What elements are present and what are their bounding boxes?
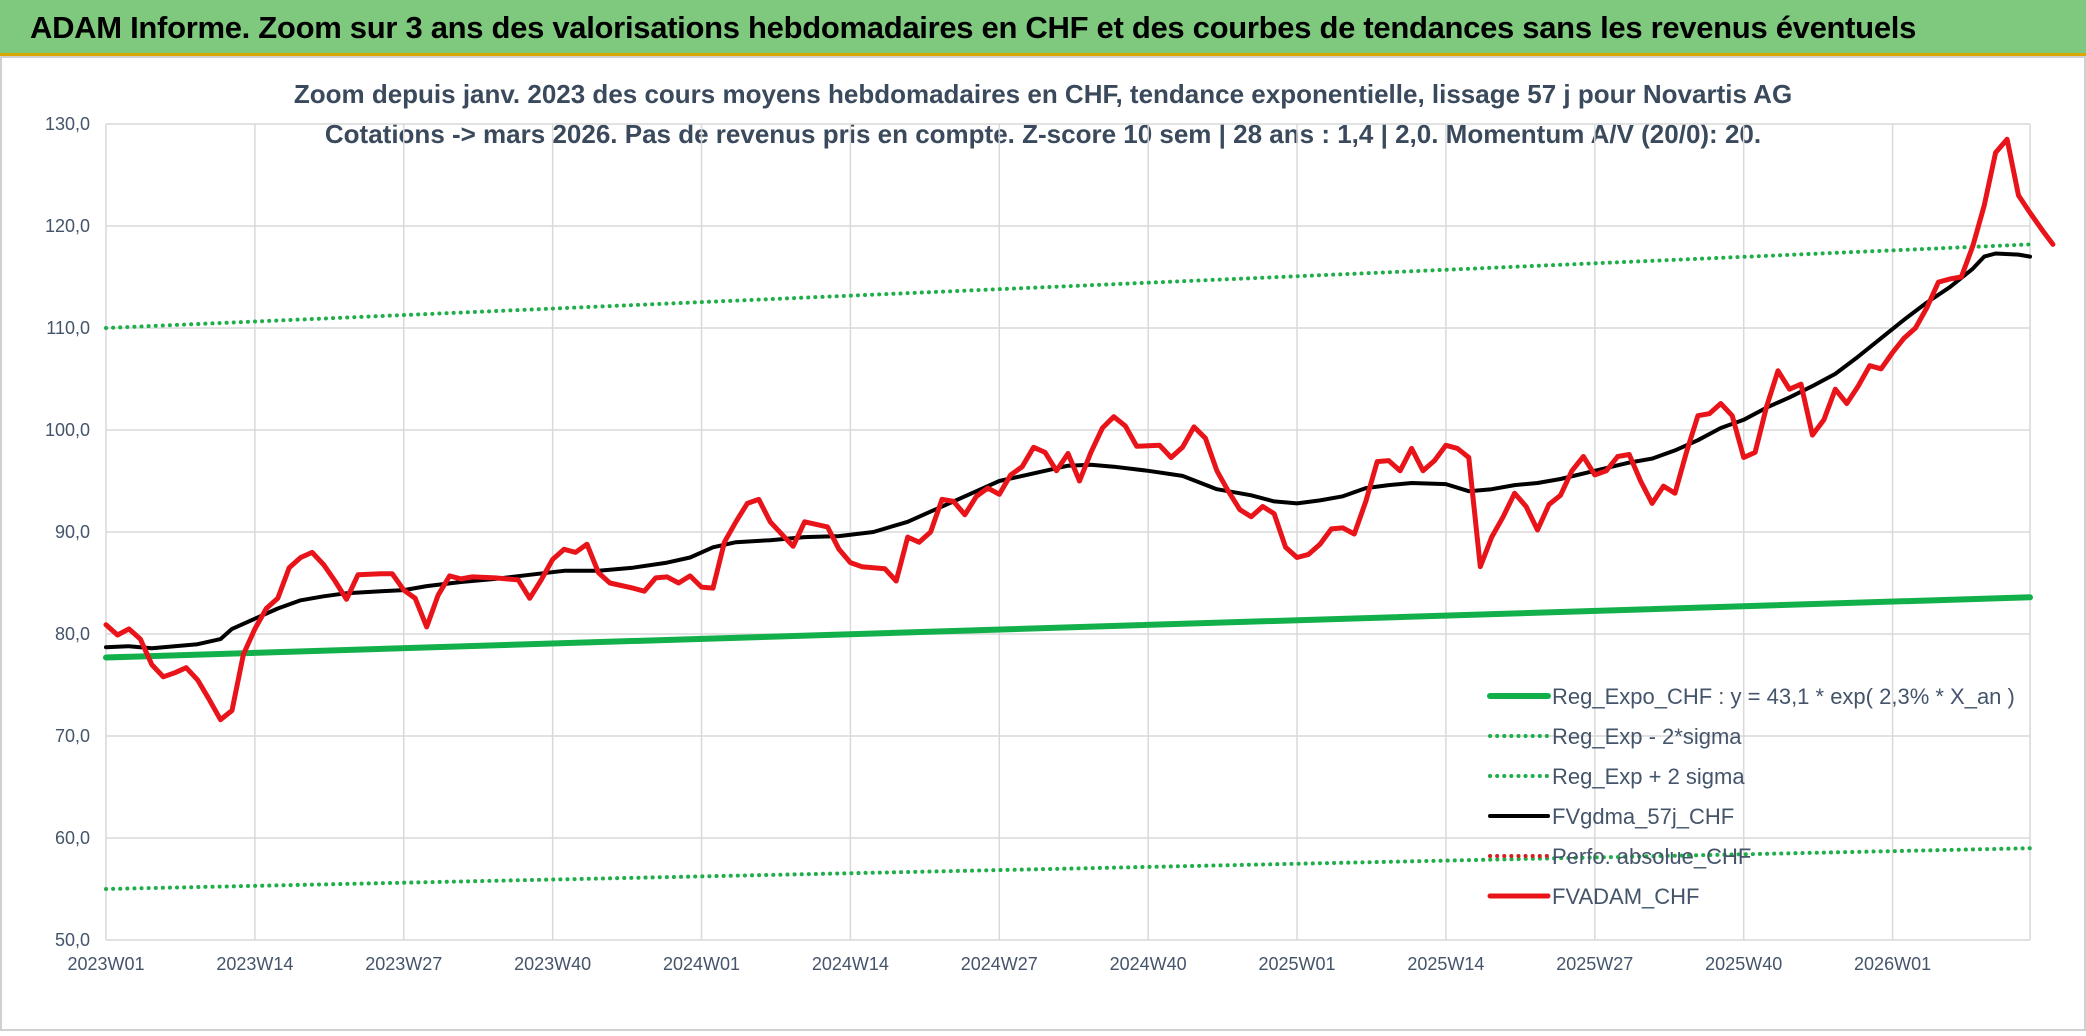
x-tick-label: 2024W27 — [961, 954, 1038, 974]
line-chart: Zoom depuis janv. 2023 des cours moyens … — [0, 56, 2086, 1031]
series-line-3 — [104, 251, 2032, 651]
x-axis-ticks: 2023W01 2023W14 2023W27 2023W40 2024W01 2024W… — [67, 954, 1931, 974]
y-tick-label: 90,0 — [55, 522, 90, 542]
legend-label-3: FVgdma_57j_CHF — [1552, 804, 1734, 829]
x-tick-label: 2023W14 — [216, 954, 293, 974]
legend-label-0: Reg_Expo_CHF : y = 43,1 * exp( 2,3% * X_… — [1552, 684, 2015, 709]
x-tick-label: 2026W01 — [1854, 954, 1931, 974]
x-tick-label: 2024W14 — [812, 954, 889, 974]
x-tick-label: 2025W01 — [1259, 954, 1336, 974]
x-tick-label: 2023W01 — [67, 954, 144, 974]
x-tick-label: 2024W01 — [663, 954, 740, 974]
y-tick-label: 130,0 — [45, 114, 90, 134]
x-tick-label: 2025W27 — [1556, 954, 1633, 974]
series-lines — [103, 136, 2056, 891]
y-tick-label: 60,0 — [55, 828, 90, 848]
x-tick-label: 2023W27 — [365, 954, 442, 974]
y-tick-label: 120,0 — [45, 216, 90, 236]
series-line-0 — [103, 594, 2033, 661]
legend-label-4: Perfo. absolue_CHF — [1552, 844, 1751, 869]
series-line-1 — [104, 846, 2032, 891]
x-tick-label: 2023W40 — [514, 954, 591, 974]
y-tick-label: 100,0 — [45, 420, 90, 440]
legend: Reg_Expo_CHF : y = 43,1 * exp( 2,3% * X_… — [1487, 684, 2015, 909]
series-line-5 — [103, 136, 2056, 723]
legend-label-2: Reg_Exp + 2 sigma — [1552, 764, 1745, 789]
x-tick-label: 2025W40 — [1705, 954, 1782, 974]
banner-title: ADAM Informe. Zoom sur 3 ans des valoris… — [30, 10, 1917, 45]
y-tick-label: 50,0 — [55, 930, 90, 950]
x-tick-label: 2024W40 — [1110, 954, 1187, 974]
y-tick-label: 70,0 — [55, 726, 90, 746]
chart-frame: Zoom depuis janv. 2023 des cours moyens … — [0, 56, 2086, 1031]
top-banner: ADAM Informe. Zoom sur 3 ans des valoris… — [0, 0, 2086, 56]
chart-title: Zoom depuis janv. 2023 des cours moyens … — [294, 79, 1792, 109]
x-tick-label: 2025W14 — [1407, 954, 1484, 974]
series-line-2 — [104, 242, 2032, 330]
y-axis-ticks: 50,0 60,0 70,0 80,0 90,0 100,0 110,0 120,0 130,0 — [45, 114, 90, 950]
legend-label-5: FVADAM_CHF — [1552, 884, 1700, 909]
y-tick-label: 110,0 — [46, 318, 90, 338]
grid-lines — [105, 123, 2031, 941]
legend-label-1: Reg_Exp - 2*sigma — [1552, 724, 1742, 749]
y-tick-label: 80,0 — [55, 624, 90, 644]
